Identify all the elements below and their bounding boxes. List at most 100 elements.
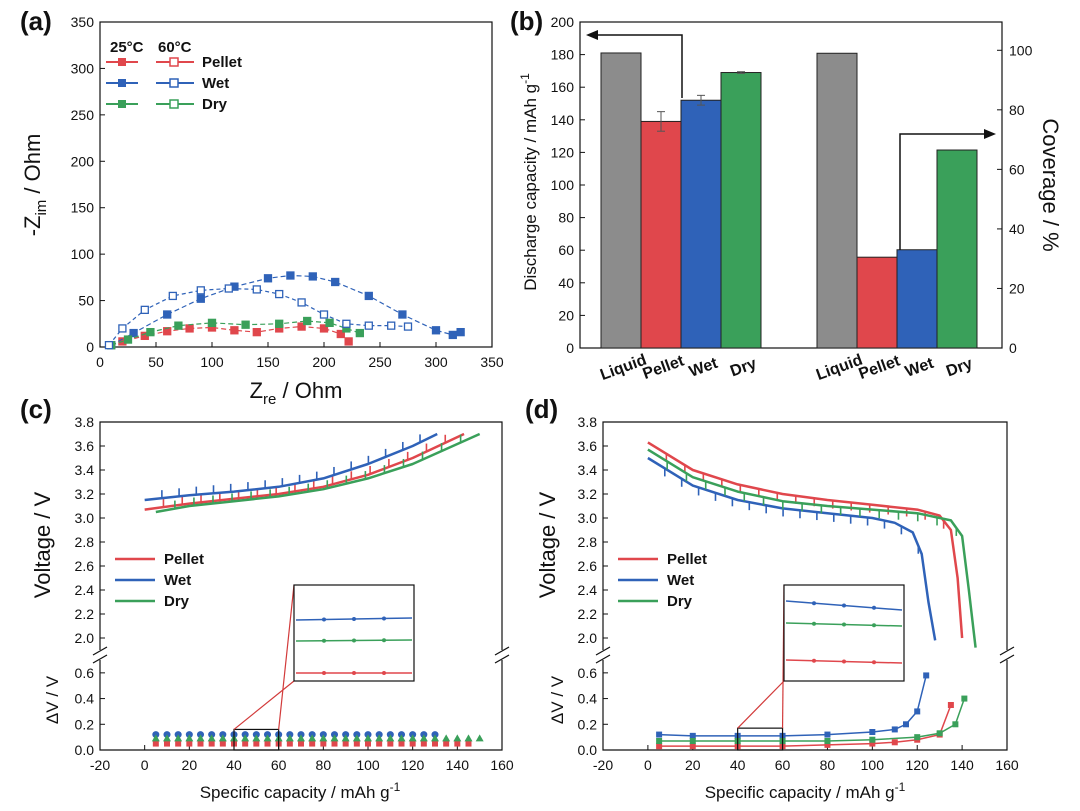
data-point: [174, 321, 183, 330]
panel-d-frame: [595, 421, 1015, 751]
inset-point: [382, 616, 386, 621]
axis-break-mark: [92, 654, 108, 664]
dv-point: [398, 740, 405, 747]
x-tick-label: 100: [200, 354, 224, 370]
dv-point: [689, 743, 696, 750]
y-tick-label: 3.4: [75, 462, 95, 478]
dv-point: [689, 738, 696, 744]
panel-c-y-title-dv: ΔV / V: [43, 675, 62, 724]
dv-point: [308, 734, 317, 742]
dv-point: [824, 741, 831, 748]
dv-line: [659, 675, 927, 737]
data-point: [364, 321, 373, 330]
bar-wet: [680, 99, 722, 349]
dv-point: [961, 695, 968, 702]
dv-point: [464, 734, 473, 742]
panel-a-frame: [99, 21, 493, 348]
x-tick-label: 0: [644, 757, 652, 773]
bar-liquid: [600, 52, 642, 349]
legend-marker-open: [169, 99, 179, 109]
data-point: [252, 285, 261, 294]
x-tick-label: 300: [424, 354, 448, 370]
y-tick-label: 2.0: [578, 630, 598, 646]
panel-d-y-title-voltage: Voltage / V: [535, 491, 560, 598]
dv-point: [656, 743, 663, 750]
dv-point: [409, 740, 416, 747]
dv-line: [659, 704, 952, 747]
dv-tick-label: 0.0: [75, 742, 95, 758]
dv-point: [475, 734, 484, 742]
dv-point: [151, 734, 160, 742]
data-point: [196, 286, 205, 295]
panel-b-arrows: [586, 30, 996, 250]
dv-point: [869, 729, 876, 735]
panel-c-frame: [92, 421, 510, 751]
voltage-curve-wet: [647, 456, 937, 641]
inset-point: [872, 623, 876, 628]
dv-point: [364, 734, 372, 742]
data-point: [297, 298, 306, 307]
panel-a: (a) 0 50 100 150 200 250 300 350 0 50 100 150 200 25…: [20, 6, 504, 408]
data-point: [297, 322, 306, 331]
dv-tick-label: 0.2: [578, 716, 598, 732]
y-tick-label: 200: [71, 153, 95, 169]
y-tick-label: 120: [551, 144, 575, 160]
panel-c-x-title: Specific capacity / mAh g-1: [200, 780, 401, 802]
panel-c-data: [144, 432, 484, 747]
y-tick-label: 3.8: [578, 414, 598, 430]
category-label: Wet: [687, 355, 721, 381]
bar-dry: [936, 149, 978, 349]
dv-point: [342, 740, 349, 747]
data-point: [185, 324, 194, 333]
data-point: [456, 327, 465, 337]
dv-point: [914, 708, 921, 715]
dv-point: [219, 740, 226, 747]
x-tick-label: 80: [316, 757, 332, 773]
y-tick-label-right: 60: [1009, 161, 1025, 177]
data-point: [342, 319, 351, 328]
x-tick-label: 80: [820, 757, 836, 773]
y-tick-label: 80: [558, 210, 574, 226]
panel-a-y-title: -Zim / Ohm: [20, 134, 50, 237]
dv-point: [341, 734, 350, 742]
data-point: [344, 337, 353, 346]
panel-b-label: (b): [510, 6, 543, 36]
data-point: [146, 327, 155, 337]
left-arrow-head: [586, 30, 598, 40]
data-point: [448, 330, 457, 340]
data-point: [325, 318, 334, 328]
panel-d-x-title: Specific capacity / mAh g-1: [705, 780, 906, 802]
panel-c-legend: Pellet Wet Dry: [115, 551, 204, 610]
y-tick-label: 50: [78, 293, 94, 309]
legend-label: Pellet: [164, 551, 204, 568]
x-tick-label: 100: [356, 757, 380, 773]
dv-point: [408, 734, 417, 742]
panel-b-bars: [600, 52, 978, 349]
y-tick-label: 2.4: [75, 582, 95, 598]
legend-label: Wet: [164, 572, 191, 589]
y-tick-label: 3.8: [75, 414, 95, 430]
y-tick-label: 160: [551, 79, 575, 95]
dv-point: [891, 726, 898, 733]
legend-marker-open: [169, 78, 179, 88]
legend-label: Wet: [202, 75, 229, 92]
y-tick-label: 2.6: [75, 558, 95, 574]
dv-point: [208, 740, 215, 747]
data-point: [303, 316, 312, 326]
data-point: [431, 326, 441, 335]
legend-label: Dry: [202, 96, 228, 113]
x-tick-label: 60: [775, 757, 791, 773]
dv-point: [432, 740, 438, 747]
voltage-curve-dry: [647, 448, 977, 648]
y-tick-label: 3.6: [75, 438, 95, 454]
data-point: [252, 327, 261, 337]
y-tick-label-right: 20: [1009, 280, 1025, 296]
y-tick-label: 60: [558, 242, 574, 258]
dv-point: [164, 740, 170, 747]
y-tick-label: 2.4: [578, 582, 598, 598]
data-point: [207, 318, 217, 328]
panel-c-y-ticks: 2.0 2.2 2.4 2.6 2.8 3.0 3.2 3.4 3.6 3.8 0.0 0.2 0.4 0…: [75, 414, 105, 758]
dv-point: [952, 721, 959, 728]
data-point: [224, 284, 233, 293]
